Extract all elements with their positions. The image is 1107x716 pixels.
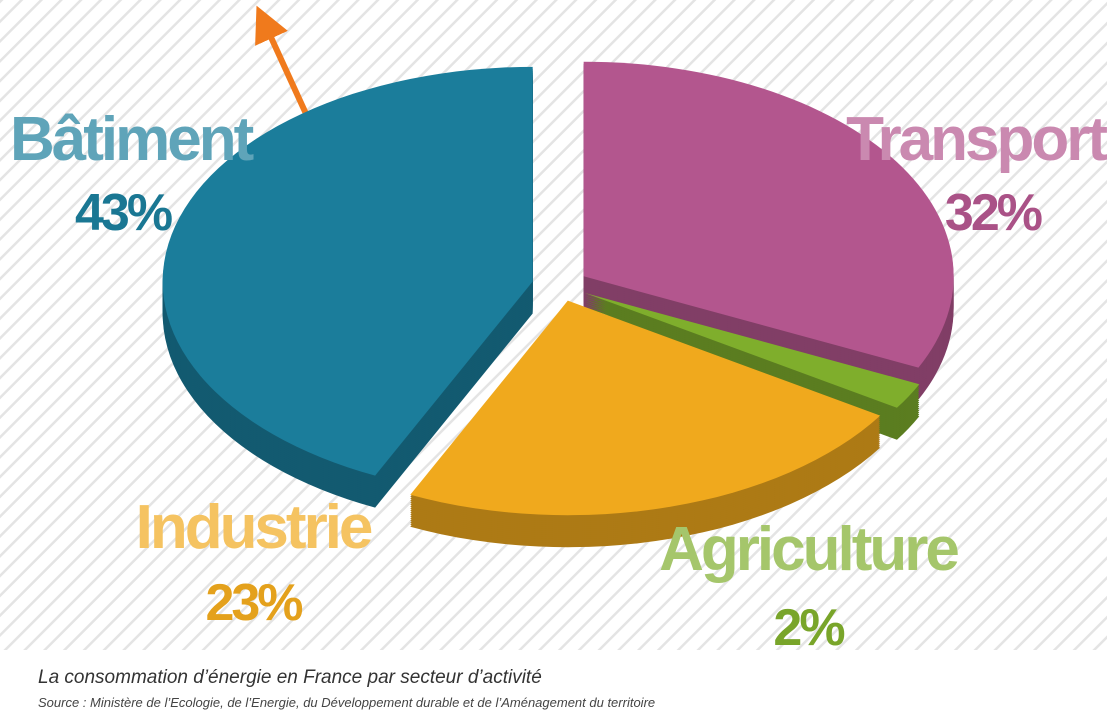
value-label: 23% bbox=[205, 574, 302, 632]
value-label: 32% bbox=[945, 184, 1042, 242]
slice-label: Industrie bbox=[136, 493, 372, 562]
slice-label: Agriculture bbox=[659, 515, 958, 584]
value-label: 43% bbox=[75, 184, 172, 242]
caption: La consommation d’énergie en France par … bbox=[38, 667, 542, 688]
value-label: 2% bbox=[773, 599, 844, 657]
source: Source : Ministère de l’Ecologie, de l’E… bbox=[38, 695, 655, 710]
slice-label: Transport bbox=[846, 105, 1107, 174]
slice-label: Bâtiment bbox=[10, 105, 254, 174]
chart: La consommation d’énergie en France par … bbox=[0, 0, 1107, 716]
